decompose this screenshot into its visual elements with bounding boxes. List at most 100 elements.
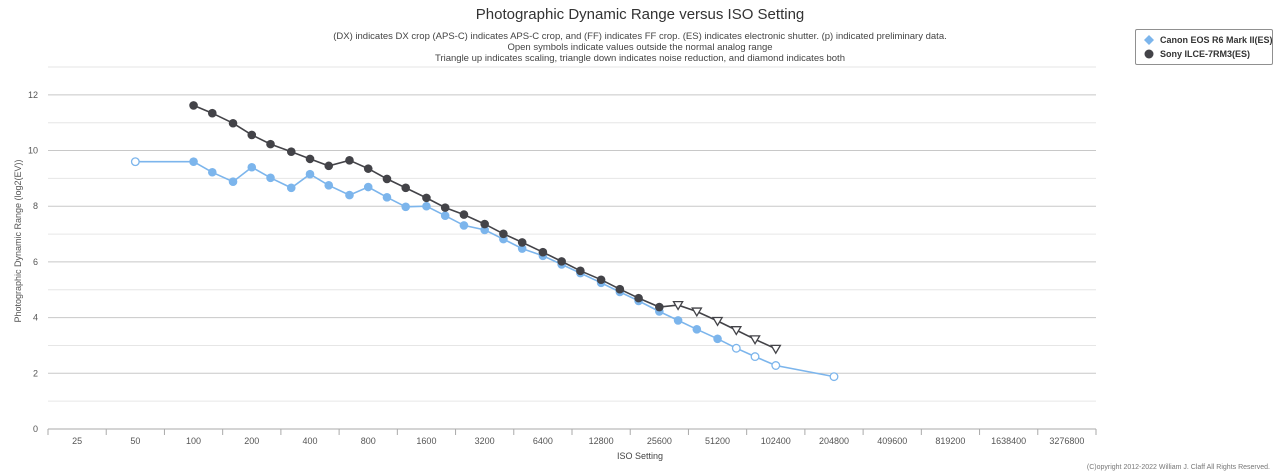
x-tick-label: 50	[130, 436, 140, 446]
data-point	[401, 202, 411, 212]
data-point	[422, 193, 431, 203]
data-point	[538, 247, 548, 257]
data-point	[189, 157, 198, 166]
data-point	[286, 183, 296, 193]
data-point	[557, 257, 566, 266]
data-point	[305, 169, 315, 179]
data-point	[207, 108, 217, 118]
data-point	[499, 229, 508, 239]
x-tick-label: 400	[302, 436, 317, 446]
x-tick-label: 409600	[877, 436, 907, 446]
data-point	[363, 182, 373, 192]
data-point	[615, 284, 625, 294]
data-point	[266, 173, 275, 183]
y-tick-label: 2	[33, 368, 38, 378]
data-point	[247, 130, 257, 140]
data-point	[189, 101, 198, 110]
y-tick-label: 8	[33, 201, 38, 211]
data-point	[517, 238, 527, 247]
circle-marker-icon	[1144, 49, 1154, 59]
data-point	[382, 193, 392, 202]
data-point	[228, 177, 238, 187]
chart-title: Photographic Dynamic Range versus ISO Se…	[475, 6, 805, 23]
data-point	[750, 352, 760, 362]
data-point	[266, 139, 275, 149]
diamond-marker-icon	[1144, 35, 1154, 45]
x-tick-label: 3200	[475, 436, 495, 446]
data-point	[731, 343, 741, 353]
data-point	[440, 203, 450, 212]
data-point	[517, 244, 527, 253]
credits: (C)opyright 2012-2022 William J. Claff A…	[1086, 464, 1270, 471]
y-tick-label: 6	[33, 257, 38, 267]
data-point	[440, 211, 450, 220]
data-point	[363, 164, 373, 173]
data-point	[655, 302, 664, 312]
axes: 0 2 4 6 8 10 12 25 50 100 200 400 800 1600 3200 6400 128…	[28, 90, 1097, 446]
grid-lines	[48, 66, 1096, 402]
data-point	[711, 316, 724, 327]
x-tick-label: 819200	[935, 436, 965, 446]
legend: Canon EOS R6 Mark II(ES) Sony ILCE-7RM3(…	[1135, 29, 1273, 65]
data-point	[672, 300, 684, 311]
y-tick-label: 10	[28, 146, 38, 156]
data-point	[305, 154, 315, 164]
data-point	[771, 361, 781, 370]
x-tick-label: 1638400	[991, 436, 1026, 446]
y-axis-title: Photographic Dynamic Range (log2(EV))	[13, 159, 23, 323]
data-point	[749, 335, 761, 345]
data-point	[596, 275, 606, 285]
data-point	[459, 210, 469, 219]
data-point	[130, 157, 140, 167]
x-tick-label: 204800	[819, 436, 849, 446]
x-tick-label: 3276800	[1049, 436, 1084, 446]
x-tick-label: 100	[186, 436, 201, 446]
data-point	[382, 174, 392, 184]
x-tick-label: 12800	[589, 436, 614, 446]
x-axis-title: ISO Setting	[616, 451, 664, 461]
series-line-canon	[135, 160, 835, 378]
y-tick-label: 0	[33, 424, 38, 434]
data-point	[692, 325, 702, 334]
data-point	[576, 266, 585, 276]
y-tick-label: 12	[28, 90, 38, 100]
data-point	[634, 293, 643, 303]
x-tick-label: 51200	[705, 436, 730, 446]
subtitle-line: Open symbols indicate values outside the…	[507, 42, 773, 53]
legend-item-sony[interactable]: Sony ILCE-7RM3(ES)	[1142, 47, 1250, 61]
data-point	[770, 344, 782, 355]
data-point	[247, 162, 257, 172]
data-point	[459, 221, 469, 230]
x-tick-label: 102400	[761, 436, 791, 446]
x-tick-label: 6400	[533, 436, 553, 446]
data-point	[730, 326, 743, 336]
subtitle-line: Triangle up indicates scaling, triangle …	[435, 53, 845, 64]
data-point	[673, 316, 683, 325]
legend-label: Sony ILCE-7RM3(ES)	[1160, 49, 1251, 59]
y-tick-label: 4	[33, 313, 38, 323]
x-tick-label: 25	[72, 436, 82, 446]
data-point	[422, 201, 431, 211]
data-point	[401, 183, 411, 193]
x-tick-label: 200	[244, 436, 259, 446]
data-point	[691, 307, 703, 318]
x-tick-label: 25600	[647, 436, 672, 446]
legend-label: Canon EOS R6 Mark II(ES)	[1160, 35, 1273, 45]
legend-item-canon[interactable]: Canon EOS R6 Mark II(ES)	[1142, 33, 1273, 47]
data-point	[324, 181, 334, 190]
data-point	[345, 155, 354, 165]
data-point	[345, 190, 354, 200]
x-tick-label: 1600	[416, 436, 436, 446]
data-point	[829, 372, 839, 382]
data-point	[480, 219, 489, 229]
data-point	[286, 147, 296, 156]
x-tick-label: 800	[361, 436, 376, 446]
series-layer	[130, 101, 839, 382]
data-point	[207, 167, 217, 177]
data-point	[713, 334, 722, 344]
data-point	[324, 161, 334, 171]
data-point	[228, 118, 238, 128]
chart-subtitle: (DX) indicates DX crop (APS-C) indicates…	[0, 31, 1280, 64]
subtitle-line: (DX) indicates DX crop (APS-C) indicates…	[333, 31, 947, 42]
